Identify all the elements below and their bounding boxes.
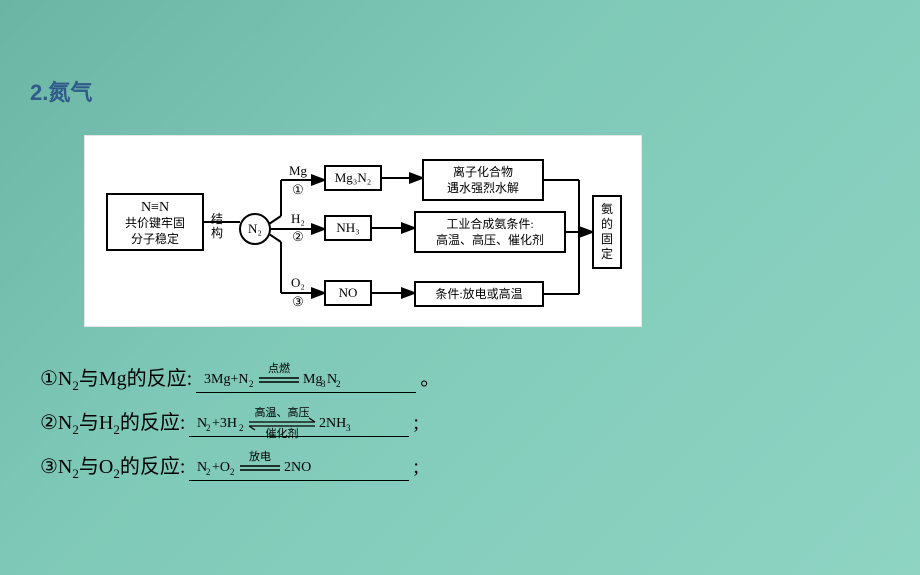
- svg-text:Mg: Mg: [303, 372, 322, 387]
- reaction-label: ①N2与Mg的反应:: [40, 357, 192, 401]
- svg-text:结: 结: [211, 212, 223, 226]
- svg-text:N₂: N₂: [248, 221, 262, 236]
- reaction-tail: ;: [413, 401, 419, 445]
- reaction-equation-3: N2+O2放电2NO: [189, 453, 409, 481]
- svg-text:Mg₃N₂: Mg₃N₂: [335, 170, 372, 185]
- diagram-svg: N≡N共价键牢固分子稳定 结构 N₂ Mg ① H₂ ② O₂ ③ Mg₃N₂ NH₃ NO 离子化合物…: [85, 136, 643, 328]
- reaction-row-1: ①N2与Mg的反应:3Mg+N2点燃Mg3N2。: [40, 357, 890, 401]
- svg-text:分子稳定: 分子稳定: [131, 231, 179, 246]
- svg-text:3: 3: [321, 379, 326, 389]
- n2-diagram: N≡N共价键牢固分子稳定 结构 N₂ Mg ① H₂ ② O₂ ③ Mg₃N₂ NH₃ NO 离子化合物…: [84, 135, 642, 327]
- svg-text:2: 2: [239, 423, 244, 433]
- reactions-list: ①N2与Mg的反应:3Mg+N2点燃Mg3N2。②N2与H2的反应:N2+3H2…: [40, 357, 890, 489]
- svg-text:NO: NO: [339, 285, 358, 300]
- svg-text:2NO: 2NO: [284, 460, 311, 475]
- svg-text:NH₃: NH₃: [336, 220, 359, 235]
- svg-text:催化剂: 催化剂: [266, 426, 299, 440]
- svg-text:高温、高压: 高温、高压: [255, 405, 310, 419]
- reaction-equation-2: N2+3H2高温、高压催化剂2NH3: [189, 409, 409, 437]
- reaction-label: ②N2与H2的反应:: [40, 401, 185, 445]
- equation-svg: 3Mg+N2点燃Mg3N2: [196, 360, 416, 398]
- svg-text:2: 2: [249, 379, 254, 389]
- svg-text:2: 2: [336, 379, 341, 389]
- svg-text:放电: 放电: [249, 449, 271, 463]
- svg-text:构: 构: [211, 225, 223, 240]
- svg-text:③: ③: [292, 294, 304, 309]
- svg-text:共价键牢固: 共价键牢固: [125, 215, 185, 230]
- equation-svg: N2+O2放电2NO: [189, 448, 409, 486]
- svg-text:氨: 氨: [601, 202, 613, 216]
- svg-text:①: ①: [292, 182, 304, 197]
- svg-text:工业合成氨条件:: 工业合成氨条件:: [446, 216, 533, 231]
- svg-text:的: 的: [601, 216, 613, 231]
- svg-text:O₂: O₂: [291, 275, 305, 290]
- svg-text:3: 3: [346, 423, 351, 433]
- svg-text:点燃: 点燃: [268, 361, 290, 375]
- reaction-row-2: ②N2与H2的反应:N2+3H2高温、高压催化剂2NH3;: [40, 401, 890, 445]
- reaction-row-3: ③N2与O2的反应:N2+O2放电2NO;: [40, 445, 890, 489]
- reaction-label: ③N2与O2的反应:: [40, 445, 185, 489]
- svg-text:Mg: Mg: [289, 163, 308, 178]
- svg-text:2NH: 2NH: [319, 416, 346, 431]
- svg-text:固: 固: [601, 232, 613, 246]
- svg-text:H₂: H₂: [291, 211, 305, 226]
- content-area: 2.氮气 N≡N共价键牢固分子稳定 结构 N₂ Mg ① H₂ ② O₂ ③ Mg₃N₂ NH₃ NO…: [0, 0, 920, 509]
- svg-text:+3H: +3H: [212, 416, 237, 431]
- reaction-equation-1: 3Mg+N2点燃Mg3N2: [196, 365, 416, 393]
- svg-text:3Mg+N: 3Mg+N: [204, 372, 248, 387]
- reaction-tail: ;: [413, 445, 419, 489]
- svg-text:条件:放电或高温: 条件:放电或高温: [435, 286, 522, 301]
- equation-svg: N2+3H2高温、高压催化剂2NH3: [189, 404, 409, 442]
- reaction-tail: 。: [420, 357, 440, 401]
- svg-text:②: ②: [292, 229, 304, 244]
- svg-text:高温、高压、催化剂: 高温、高压、催化剂: [436, 232, 544, 247]
- svg-text:2: 2: [206, 423, 211, 433]
- svg-text:N≡N: N≡N: [141, 200, 169, 215]
- svg-text:2: 2: [230, 467, 235, 477]
- svg-text:+O: +O: [212, 460, 230, 475]
- svg-text:离子化合物: 离子化合物: [453, 164, 513, 179]
- svg-text:2: 2: [206, 467, 211, 477]
- section-heading: 2.氮气: [30, 75, 890, 107]
- svg-text:定: 定: [601, 246, 613, 261]
- svg-text:遇水强烈水解: 遇水强烈水解: [447, 181, 519, 195]
